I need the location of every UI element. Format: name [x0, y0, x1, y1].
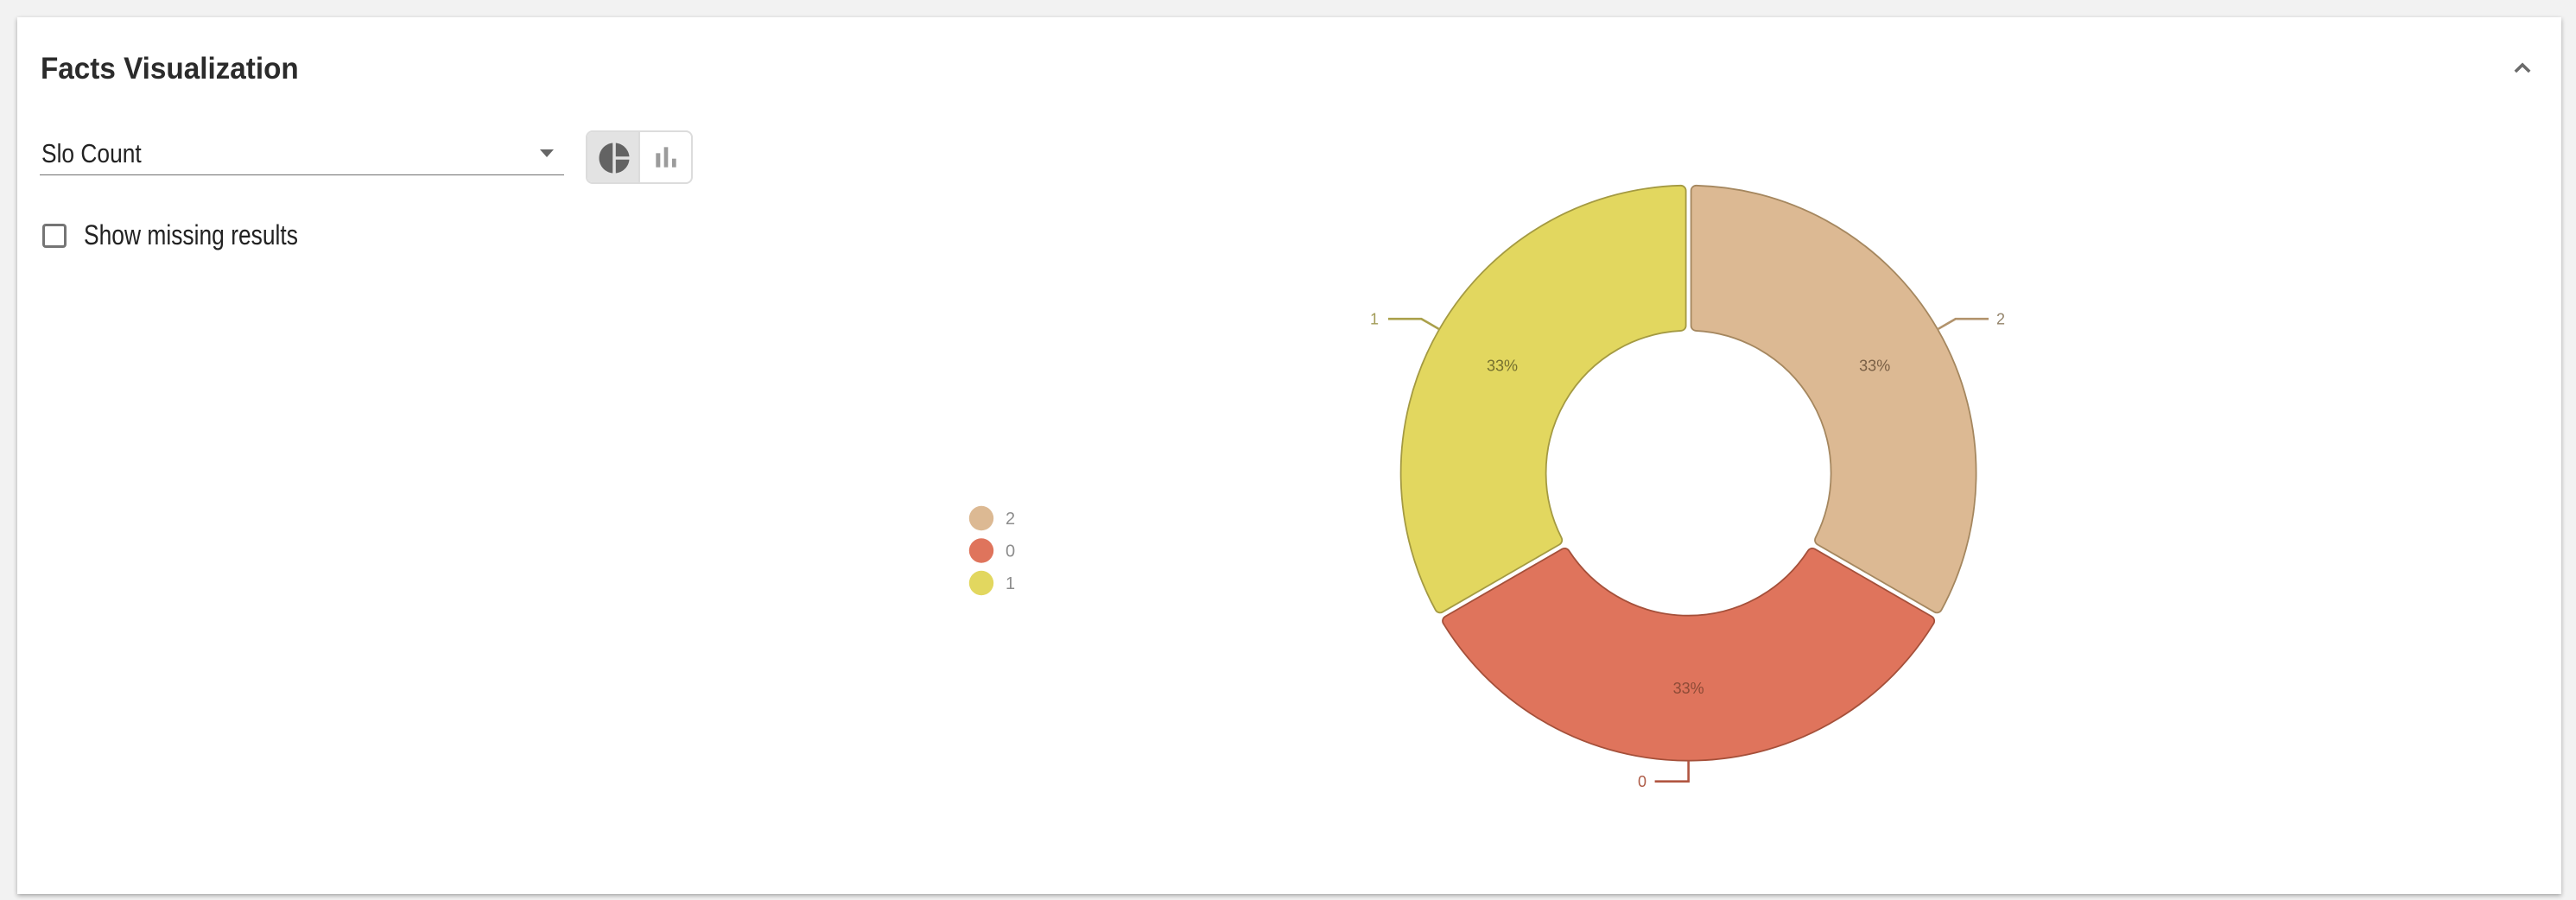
svg-text:33%: 33%	[1673, 680, 1704, 697]
svg-text:0: 0	[1006, 542, 1015, 561]
svg-text:0: 0	[1638, 773, 1646, 790]
svg-text:1: 1	[1370, 311, 1379, 328]
svg-text:33%: 33%	[1859, 358, 1890, 375]
svg-text:33%: 33%	[1487, 358, 1518, 375]
svg-text:1: 1	[1006, 574, 1015, 593]
svg-text:2: 2	[1006, 510, 1015, 529]
svg-text:2: 2	[1996, 311, 2005, 328]
